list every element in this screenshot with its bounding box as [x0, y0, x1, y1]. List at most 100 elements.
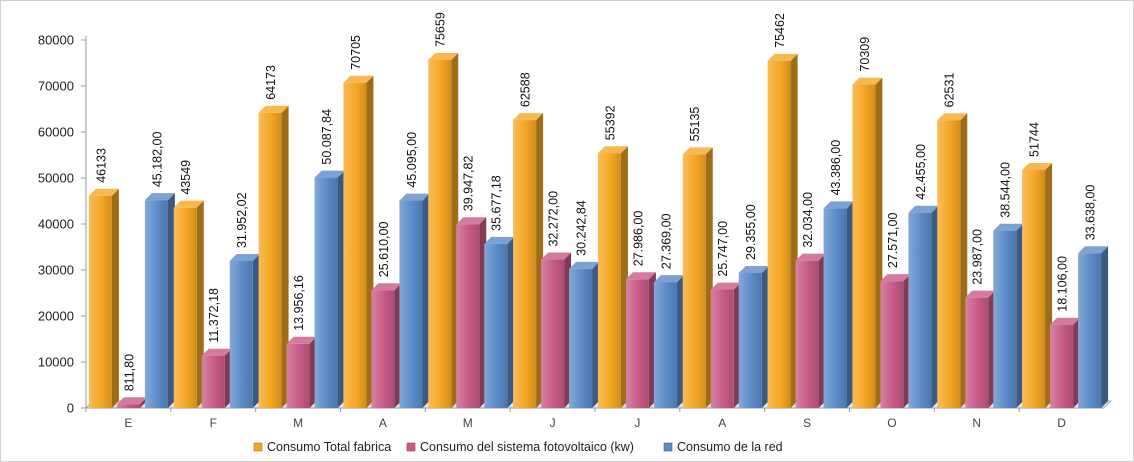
bar [682, 147, 713, 408]
data-label: 23.987,00 [971, 229, 985, 285]
bar-top [343, 75, 374, 83]
bar-side [676, 275, 684, 408]
bar-top [625, 272, 656, 280]
data-label: 27.571,00 [886, 213, 900, 269]
bar-side [931, 205, 939, 408]
data-label: 45.095,00 [405, 132, 419, 188]
y-tick-label: 10000 [38, 355, 74, 370]
x-tick-label: E [124, 416, 132, 430]
bar-side [846, 201, 854, 408]
bar-front [229, 261, 253, 408]
bar-front [795, 260, 819, 408]
bar-front [371, 290, 395, 408]
x-tick-label: D [1057, 416, 1066, 430]
data-label: 50.087,84 [320, 109, 334, 165]
bar [653, 275, 684, 408]
bar-front [823, 208, 847, 408]
bar [710, 282, 741, 408]
bar-top [314, 170, 345, 178]
bar-front [682, 154, 706, 408]
bar-top [682, 147, 713, 155]
y-tick-label: 20000 [38, 309, 74, 324]
bar-top [710, 282, 741, 290]
bar-front [513, 120, 537, 408]
bar-side [337, 170, 345, 408]
bar [1078, 246, 1109, 408]
legend-swatch [253, 442, 263, 452]
x-tick-label: S [803, 416, 811, 430]
bar-side [592, 261, 600, 408]
x-tick-label: M [463, 416, 473, 430]
bar-side [1016, 223, 1024, 408]
bar-side [167, 193, 175, 408]
data-label: 70309 [858, 37, 872, 72]
data-label: 11.372,18 [207, 288, 221, 343]
data-label: 64173 [264, 65, 278, 100]
data-label: 27.986,00 [631, 211, 645, 267]
bar [144, 193, 175, 408]
legend-swatch [406, 442, 416, 452]
bar-front [937, 120, 961, 409]
bar [513, 113, 544, 408]
bar [597, 146, 628, 409]
bars [88, 52, 1109, 409]
bar-top [1078, 246, 1109, 254]
bar [767, 53, 798, 408]
data-label: 38.544,00 [999, 162, 1013, 218]
legend: Consumo Total fabrica Consumo del sistema… [253, 440, 783, 454]
data-label: 29.355,00 [744, 204, 758, 260]
bar-top [795, 253, 826, 261]
bar-side [761, 265, 769, 408]
bar [428, 52, 459, 409]
bar-top [371, 283, 402, 291]
bar-top [1022, 162, 1053, 170]
bar-front [653, 282, 677, 408]
bar-top [144, 193, 175, 201]
bar-front [710, 289, 734, 408]
bar-top [201, 348, 232, 356]
bar-top [738, 265, 769, 273]
bar-front [965, 297, 989, 408]
data-label: 75462 [773, 13, 787, 48]
bar-top [908, 205, 939, 213]
bar [229, 254, 260, 408]
bar [541, 252, 572, 408]
data-label: 55392 [603, 105, 617, 140]
bar-top [1050, 317, 1081, 325]
bar-front [880, 281, 904, 408]
bar [965, 290, 996, 408]
bar-top [937, 113, 968, 121]
x-tick-label: O [887, 416, 896, 430]
bar-front [116, 404, 140, 408]
y-tick-label: 80000 [38, 33, 74, 48]
bar-side [422, 193, 430, 408]
bar [795, 253, 826, 408]
bar-side [281, 105, 289, 408]
bar-top [823, 201, 854, 209]
x-tick-label: A [379, 416, 387, 430]
data-label: 70705 [349, 35, 363, 70]
data-label: 25.610,00 [377, 222, 391, 278]
bar-front [767, 60, 791, 408]
bar [738, 265, 769, 408]
y-tick-label: 60000 [38, 125, 74, 140]
bar-front [88, 195, 112, 408]
legend-item: Consumo del sistema fotovoltaico (kw) [406, 440, 634, 454]
legend-label: Consumo del sistema fotovoltaico (kw) [420, 440, 634, 454]
bar [399, 193, 430, 408]
bar-side [507, 236, 515, 408]
bar [343, 75, 374, 408]
bar-front [852, 84, 876, 408]
data-label: 45.182,00 [150, 132, 164, 188]
bar-front [428, 59, 452, 409]
bar-top [428, 52, 459, 60]
data-label: 51744 [1028, 122, 1042, 157]
bar [314, 170, 345, 408]
bar [286, 336, 317, 408]
legend-item: Consumo de la red [663, 440, 783, 454]
data-label: 55135 [688, 107, 702, 142]
x-tick-label: J [634, 416, 640, 430]
bar-front [993, 230, 1017, 408]
bar-top [993, 223, 1024, 231]
